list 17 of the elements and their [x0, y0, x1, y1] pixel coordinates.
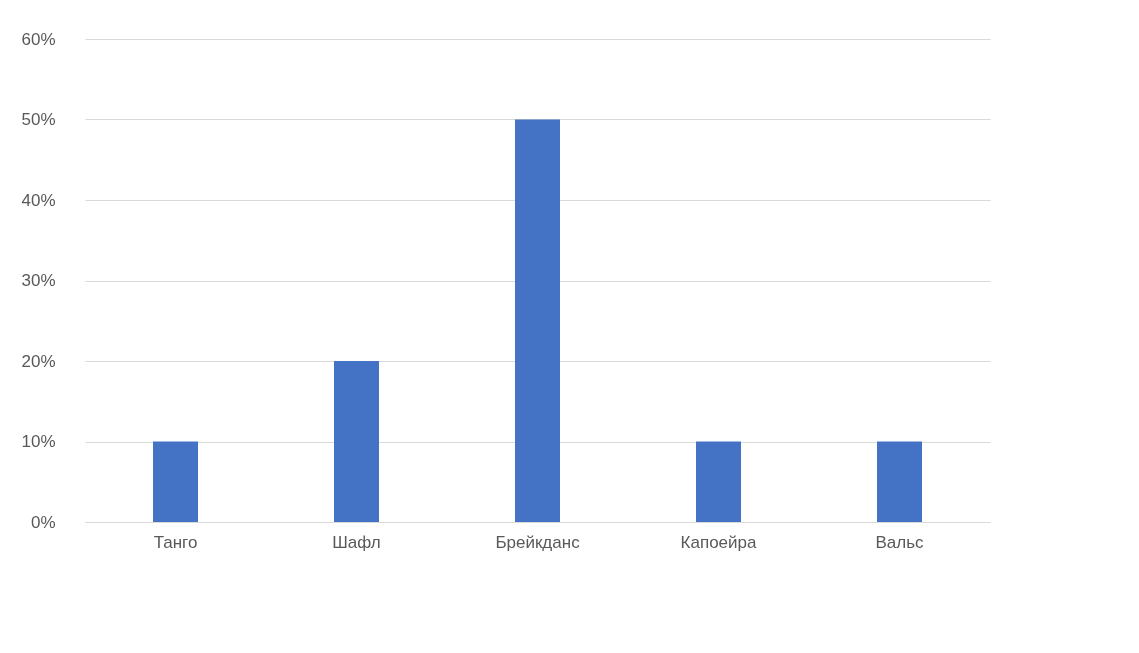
x-tick-label: Брейкданс: [495, 532, 581, 552]
y-tick-label: 60%: [21, 29, 56, 49]
x-tick-label: Танго: [153, 532, 198, 552]
bar: [153, 441, 198, 522]
x-tick-label: Вальс: [875, 532, 925, 552]
bar: [877, 441, 922, 522]
y-tick-label: 20%: [21, 351, 56, 371]
y-tick-label: 10%: [21, 432, 56, 451]
bar: [334, 361, 379, 522]
y-tick-label: 30%: [21, 271, 56, 290]
x-tick-label: Шафл: [332, 532, 381, 552]
x-tick-label: Капоейра: [680, 532, 757, 552]
y-tick-label: 40%: [21, 190, 56, 210]
y-tick-label: 50%: [21, 110, 56, 129]
bar: [515, 119, 560, 522]
bar: [696, 441, 741, 522]
y-tick-label: 0%: [30, 512, 56, 532]
